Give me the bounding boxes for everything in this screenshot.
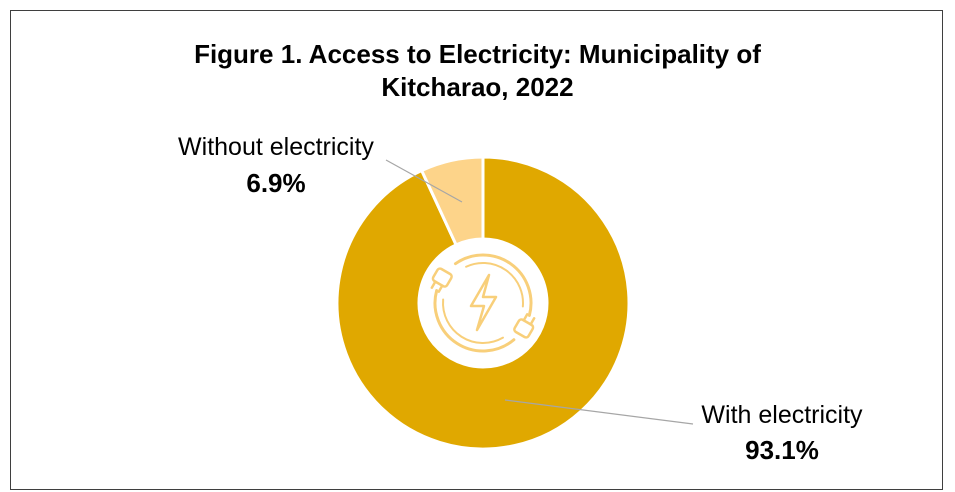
label-without-electricity: Without electricity bbox=[178, 133, 374, 161]
chart-title: Figure 1. Access to Electricity: Municip… bbox=[0, 38, 955, 104]
value-without-electricity: 6.9% bbox=[246, 168, 305, 198]
chart-frame bbox=[10, 10, 943, 490]
slice-labels: With electricity 93.1% Without electricity… bbox=[178, 133, 863, 465]
electricity-plug-icon bbox=[430, 253, 536, 353]
cable-arc-inner-icon bbox=[465, 262, 524, 308]
leader-lines bbox=[385, 159, 694, 425]
donut-slices bbox=[335, 155, 631, 451]
cable-arc-icon bbox=[453, 253, 533, 317]
plug-top-left-icon bbox=[430, 267, 453, 293]
chart-title-line-2: Kitcharao, 2022 bbox=[381, 72, 574, 102]
leader-line-with-electricity bbox=[504, 399, 694, 425]
cable-arc-inner-icon bbox=[442, 298, 504, 344]
plug-bottom-right-icon bbox=[513, 313, 536, 339]
value-with-electricity: 93.1% bbox=[745, 435, 819, 465]
leader-line-without-electricity bbox=[385, 159, 463, 203]
slice-with-electricity bbox=[335, 155, 631, 451]
lightning-bolt-icon bbox=[469, 273, 498, 332]
chart-title-line-1: Figure 1. Access to Electricity: Municip… bbox=[194, 39, 761, 69]
cable-arc-icon bbox=[433, 289, 516, 353]
label-with-electricity: With electricity bbox=[701, 401, 863, 429]
slice-without-electricity bbox=[419, 155, 485, 247]
